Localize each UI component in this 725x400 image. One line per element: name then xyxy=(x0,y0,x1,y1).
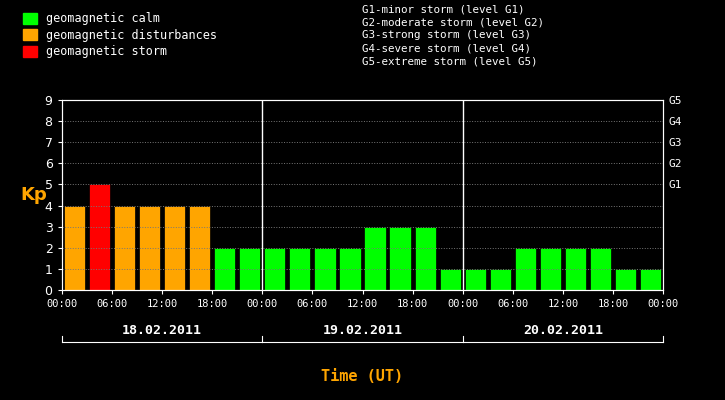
Text: 18.02.2011: 18.02.2011 xyxy=(122,324,202,337)
Bar xyxy=(565,248,587,290)
Bar xyxy=(389,227,411,290)
Text: G1-minor storm (level G1)
G2-moderate storm (level G2)
G3-strong storm (level G3: G1-minor storm (level G1) G2-moderate st… xyxy=(362,4,544,67)
Legend: geomagnetic calm, geomagnetic disturbances, geomagnetic storm: geomagnetic calm, geomagnetic disturbanc… xyxy=(20,10,220,61)
Bar xyxy=(214,248,235,290)
Bar xyxy=(239,248,260,290)
Bar xyxy=(640,269,661,290)
Bar xyxy=(138,206,160,290)
Bar xyxy=(314,248,336,290)
Y-axis label: Kp: Kp xyxy=(20,186,47,204)
Text: Time (UT): Time (UT) xyxy=(321,369,404,384)
Bar xyxy=(515,248,536,290)
Text: 19.02.2011: 19.02.2011 xyxy=(323,324,402,337)
Bar xyxy=(114,206,135,290)
Bar xyxy=(540,248,561,290)
Bar xyxy=(88,184,110,290)
Bar xyxy=(164,206,185,290)
Bar xyxy=(365,227,386,290)
Bar xyxy=(490,269,511,290)
Bar xyxy=(415,227,436,290)
Bar xyxy=(64,206,85,290)
Bar xyxy=(339,248,360,290)
Bar xyxy=(590,248,611,290)
Bar xyxy=(264,248,286,290)
Bar xyxy=(465,269,486,290)
Bar xyxy=(189,206,210,290)
Bar xyxy=(289,248,310,290)
Bar xyxy=(439,269,461,290)
Bar xyxy=(615,269,637,290)
Text: 20.02.2011: 20.02.2011 xyxy=(523,324,603,337)
